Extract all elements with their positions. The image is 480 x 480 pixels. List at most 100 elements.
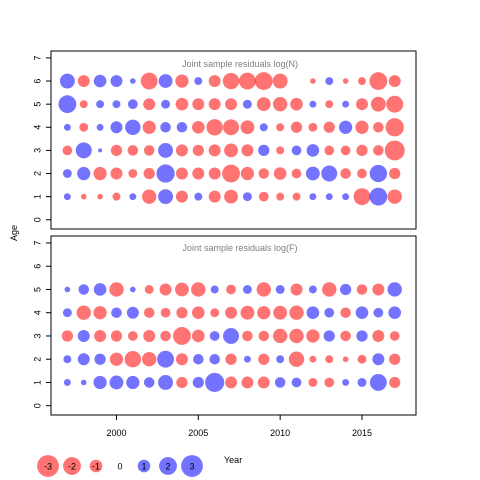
bubble-log-f-age2-2017 [389, 353, 401, 365]
bubble-log-n-age1-2009 [258, 191, 269, 202]
bubble-log-n-age5-2006 [208, 98, 221, 111]
bubble-log-f-age5-2005 [191, 282, 206, 297]
bubble-log-n-age3-2014 [340, 145, 351, 156]
bubble-log-f-age3-2017 [389, 331, 400, 341]
bubble-log-f-age3-2013 [323, 330, 335, 342]
bubble-log-f-age4-2015 [355, 306, 369, 320]
bubble-log-n-age6-2004 [175, 74, 189, 88]
bubble-log-n-age5-1999 [96, 100, 105, 109]
bubble-log-n-age1-2001 [129, 193, 137, 201]
bubble-log-f-age5-2008 [242, 285, 252, 294]
panel-log-f-title: Joint sample residuals log(F) [182, 243, 297, 253]
bubble-log-f-age1-2001 [126, 375, 140, 390]
x-tick-label: 2000 [106, 428, 126, 438]
legend-bubble-2 [159, 457, 177, 475]
bubble-log-n-age2-2008 [240, 166, 255, 181]
x-tick-label: 2015 [352, 428, 372, 438]
bubble-log-f-age1-2010 [274, 377, 286, 388]
bubble-log-f-age5-1998 [78, 284, 90, 295]
bubble-log-n-age2-1998 [77, 166, 91, 181]
bubble-log-n-age4-2009 [259, 123, 268, 132]
bubble-log-f-age2-1999 [94, 353, 106, 365]
bubble-log-n-age5-1998 [79, 100, 88, 109]
bubble-log-f-age3-2002 [143, 329, 156, 342]
bubble-log-n-age2-2007 [222, 164, 240, 183]
bubble-log-n-age1-2000 [112, 192, 121, 201]
y-tick-label: 2 [32, 357, 42, 362]
bubble-log-n-age4-2015 [355, 120, 369, 134]
y-tick-label: 2 [32, 171, 42, 176]
bubble-log-n-age5-1997 [58, 95, 77, 114]
bubble-log-n-age2-2014 [340, 168, 351, 179]
y-tick-label: 3 [32, 148, 42, 153]
bubble-log-n-age5-2000 [112, 100, 121, 109]
panel-log-f-frame [50, 235, 417, 416]
bubble-log-n-age4-2012 [308, 122, 318, 132]
bubble-log-n-age3-2006 [208, 144, 221, 157]
y-tick-label: 7 [32, 55, 42, 60]
bubble-log-n-age1-2010 [276, 192, 285, 201]
bubble-log-n-age1-2014 [342, 193, 350, 201]
bubble-log-f-age1-1997 [63, 379, 71, 386]
bubble-log-f-age1-1999 [93, 375, 107, 390]
bubble-log-n-age4-2010 [276, 123, 285, 132]
panel-log-n-frame [50, 50, 417, 230]
legend-label: 2 [165, 462, 170, 472]
bubble-log-f-age4-2008 [240, 305, 255, 320]
bubble-log-f-age2-2011 [288, 351, 305, 367]
panel-log-n-bubbles [58, 72, 405, 206]
bubble-log-n-age1-2013 [325, 193, 333, 201]
bubble-log-n-age1-2008 [242, 192, 252, 202]
bubble-log-n-age5-2013 [325, 100, 334, 109]
bubble-log-n-age4-2014 [339, 120, 353, 134]
bubble-log-n-age6-2006 [208, 75, 221, 88]
y-tick-label: 4 [32, 310, 42, 315]
bubble-log-f-age3-2011 [289, 328, 304, 344]
bubble-log-n-age6-1999 [93, 74, 107, 88]
bubble-log-n-age1-2012 [309, 193, 317, 201]
legend-bubble--1 [89, 459, 103, 473]
bubble-log-f-age5-2003 [159, 283, 172, 296]
bubble-log-f-age2-2010 [276, 355, 285, 364]
bubble-log-n-age3-2000 [110, 144, 123, 157]
bubble-log-n-age6-2012 [310, 78, 316, 84]
bubble-log-f-age5-2009 [256, 282, 271, 297]
bubble-log-n-age3-1999 [98, 148, 103, 153]
y-tick-label: 6 [32, 79, 42, 84]
bubble-log-f-age1-2005 [192, 376, 204, 389]
bubble-log-f-age1-2000 [109, 375, 124, 390]
bubble-log-n-age1-1997 [63, 193, 71, 201]
legend-label: 3 [189, 462, 194, 472]
bubble-log-n-age3-1998 [75, 142, 92, 159]
bubble-log-f-age1-2006 [205, 372, 225, 393]
bubble-log-f-age5-1997 [64, 286, 71, 293]
bubble-log-f-age4-2010 [273, 305, 288, 320]
bubble-log-n-age5-2009 [256, 97, 271, 112]
bubble-log-n-age2-2013 [321, 165, 338, 182]
bubble-log-f-age4-2013 [324, 307, 335, 318]
bubble-log-n-age5-2016 [370, 96, 386, 112]
bubble-log-n-age2-2000 [110, 167, 123, 180]
bubble-log-f-age2-2002 [142, 352, 157, 367]
bubble-log-f-age4-1998 [76, 305, 91, 320]
bubble-log-n-age2-2015 [357, 168, 367, 179]
bubble-log-n-age1-2007 [224, 189, 238, 204]
bubble-log-f-age5-2016 [372, 283, 385, 296]
bubble-log-f-age4-2012 [306, 306, 320, 320]
bubble-log-f-age3-2016 [372, 329, 385, 342]
bubble-log-n-age1-1998 [80, 193, 87, 200]
y-tick-label: 0 [32, 403, 42, 408]
bubble-log-n-age2-1999 [93, 166, 107, 181]
bubble-log-f-age3-2001 [127, 331, 138, 341]
bubble-log-f-age1-2003 [158, 375, 174, 390]
y-tick-label: 7 [32, 240, 42, 245]
bubble-log-f-age5-2000 [109, 282, 124, 297]
bubble-log-n-age4-2008 [240, 120, 255, 135]
legend-label: -2 [68, 462, 76, 472]
bubble-log-n-age6-2013 [325, 77, 334, 86]
bubble-log-f-age1-2002 [143, 377, 155, 388]
bubble-log-f-age5-2007 [226, 284, 236, 295]
bubble-log-n-age4-1999 [96, 123, 104, 131]
y-tick-label: 1 [32, 380, 42, 385]
bubble-log-n-age5-2012 [309, 100, 317, 108]
